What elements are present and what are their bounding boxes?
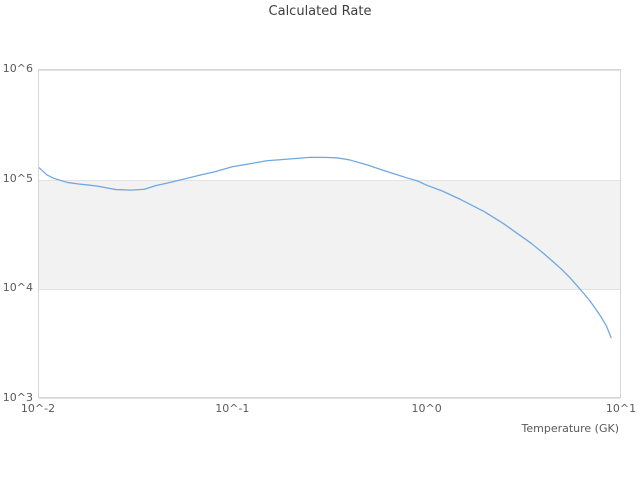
plot-area xyxy=(38,69,621,399)
rate-curve-svg xyxy=(39,156,612,339)
y-gridline xyxy=(39,398,620,399)
y-gridline xyxy=(39,289,620,291)
y-gridline xyxy=(39,179,620,181)
y-tick-label: 10^3 xyxy=(2,391,33,404)
x-tick-label: 10^0 xyxy=(411,402,442,415)
y-gridline xyxy=(39,70,620,71)
y-tick-label: 10^4 xyxy=(2,281,33,295)
y-tick-label: 10^6 xyxy=(2,62,33,75)
chart-title: Calculated Rate xyxy=(268,4,372,19)
x-tick-label: 10^-2 xyxy=(20,402,56,415)
alternate-grid-band xyxy=(39,179,620,290)
x-axis-title: Temperature (GK) xyxy=(521,422,620,435)
x-tick-label: 10^-1 xyxy=(215,402,250,415)
x-tick-label: 10^1 xyxy=(605,402,637,415)
rate-curve-line xyxy=(39,156,612,339)
y-tick-label: 10^5 xyxy=(2,171,33,185)
